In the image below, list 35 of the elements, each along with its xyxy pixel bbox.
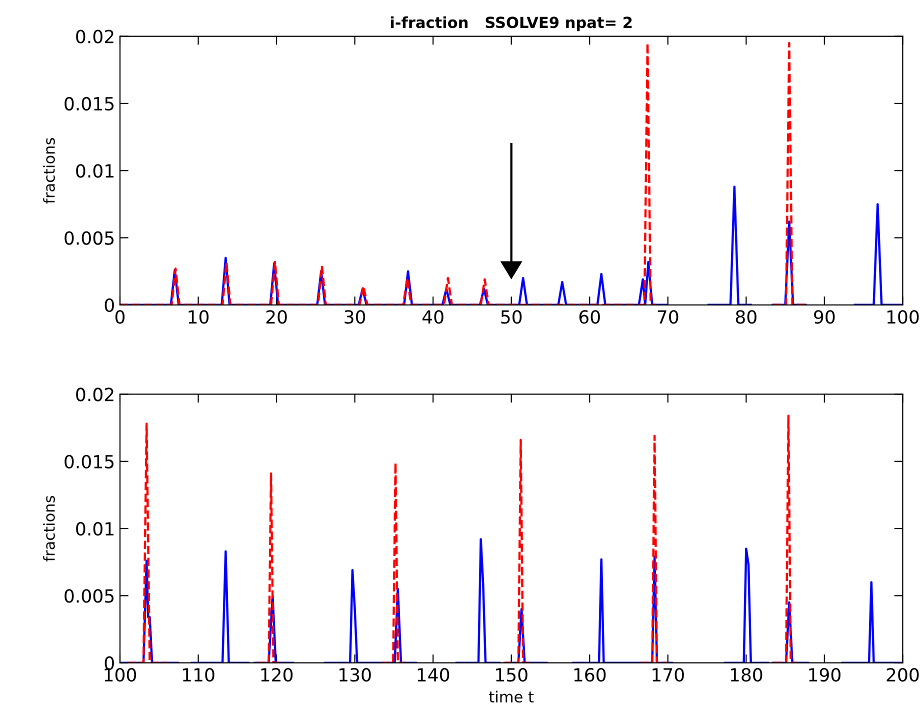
x-tick-label: 180 bbox=[730, 668, 762, 682]
x-tick-label: 50 bbox=[501, 310, 522, 324]
x-tick-label: 0 bbox=[115, 310, 125, 324]
x-tick-label: 70 bbox=[658, 310, 678, 324]
x-tick-label: 40 bbox=[422, 310, 444, 324]
x-tick-label: 100 bbox=[104, 668, 136, 682]
x-tick-label: 200 bbox=[886, 668, 919, 682]
x-tick-label: 30 bbox=[344, 310, 366, 324]
y-tick-label: 0.02 bbox=[76, 388, 114, 402]
x-axis-title: time t bbox=[489, 690, 534, 703]
x-tick-label: 170 bbox=[652, 668, 684, 682]
x-tick-label: 20 bbox=[266, 310, 287, 324]
y-tick-label: 0.015 bbox=[64, 96, 114, 111]
y-tick-label: 0.015 bbox=[64, 454, 114, 468]
y-tick-label: 0.005 bbox=[64, 231, 114, 245]
x-tick-label: 100 bbox=[887, 310, 919, 324]
x-tick-label: 140 bbox=[418, 668, 450, 682]
y-tick-label: 0.005 bbox=[64, 589, 114, 603]
chart-title: i-fraction SSOLVE9 npat= 2 bbox=[390, 16, 632, 32]
x-tick-label: 10 bbox=[188, 310, 209, 324]
y-tick-label: 0.02 bbox=[76, 30, 114, 44]
x-tick-label: 60 bbox=[579, 310, 600, 324]
y-tick-label: 0.01 bbox=[76, 522, 114, 536]
y-axis-title: fractions bbox=[43, 496, 55, 562]
x-tick-label: 80 bbox=[736, 310, 756, 324]
y-tick-label: 0.01 bbox=[76, 164, 114, 178]
x-tick-label: 160 bbox=[574, 668, 606, 682]
x-tick-label: 90 bbox=[814, 310, 835, 324]
y-tick-label: 0 bbox=[104, 298, 114, 312]
x-tick-label: 110 bbox=[183, 668, 214, 682]
y-axis-title: fractions bbox=[43, 138, 55, 204]
x-tick-label: 150 bbox=[496, 668, 528, 682]
x-tick-label: 190 bbox=[809, 668, 840, 682]
x-tick-label: 130 bbox=[340, 668, 371, 682]
x-tick-label: 120 bbox=[261, 668, 293, 682]
